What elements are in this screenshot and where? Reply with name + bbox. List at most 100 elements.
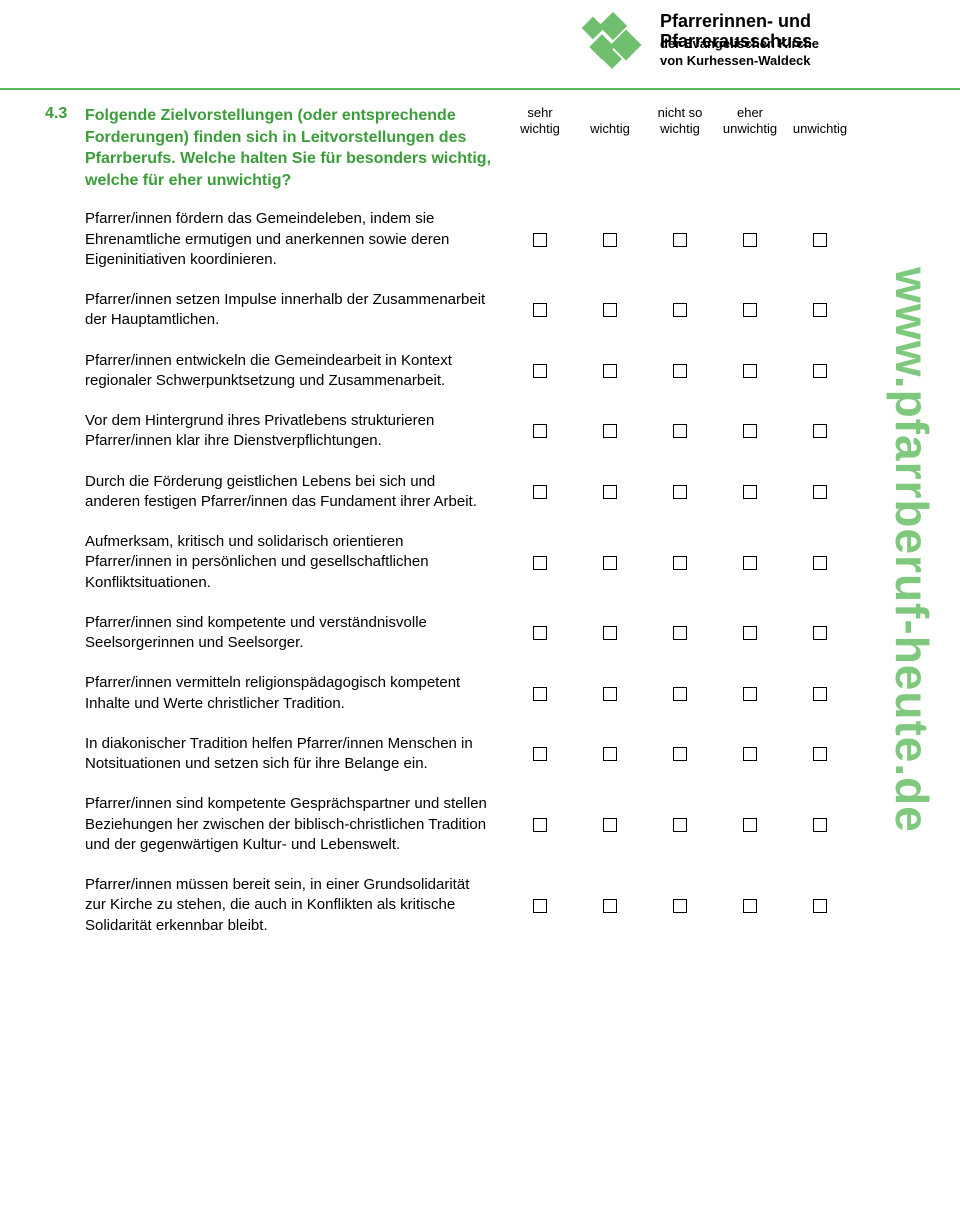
checkbox-cell <box>575 687 645 701</box>
col-header-4: unwichtig <box>785 105 855 136</box>
checkbox[interactable] <box>813 556 827 570</box>
checkbox[interactable] <box>813 364 827 378</box>
survey-item-text: Pfarrer/innen sind kompetente Gesprächsp… <box>85 794 505 855</box>
checkbox-group <box>505 747 855 761</box>
checkbox-cell <box>785 687 855 701</box>
col-header-0: sehr wichtig <box>505 105 575 136</box>
survey-item-row: Pfarrer/innen fördern das Gemeindeleben,… <box>45 209 855 270</box>
checkbox-cell <box>645 818 715 832</box>
checkbox[interactable] <box>533 424 547 438</box>
checkbox[interactable] <box>743 485 757 499</box>
checkbox[interactable] <box>603 303 617 317</box>
checkbox[interactable] <box>743 687 757 701</box>
checkbox[interactable] <box>743 556 757 570</box>
checkbox[interactable] <box>603 364 617 378</box>
checkbox[interactable] <box>673 424 687 438</box>
checkbox[interactable] <box>603 747 617 761</box>
checkbox[interactable] <box>743 626 757 640</box>
checkbox[interactable] <box>813 485 827 499</box>
checkbox[interactable] <box>673 818 687 832</box>
checkbox[interactable] <box>673 556 687 570</box>
checkbox[interactable] <box>533 626 547 640</box>
checkbox[interactable] <box>743 303 757 317</box>
checkbox[interactable] <box>603 556 617 570</box>
checkbox-cell <box>785 485 855 499</box>
checkbox[interactable] <box>603 687 617 701</box>
checkbox[interactable] <box>673 233 687 247</box>
checkbox[interactable] <box>673 485 687 499</box>
checkbox[interactable] <box>603 233 617 247</box>
checkbox[interactable] <box>673 364 687 378</box>
checkbox[interactable] <box>813 747 827 761</box>
survey-item-text: Aufmerksam, kritisch und solidarisch ori… <box>85 532 505 593</box>
checkbox[interactable] <box>743 233 757 247</box>
checkbox[interactable] <box>673 626 687 640</box>
checkbox[interactable] <box>603 424 617 438</box>
checkbox[interactable] <box>603 485 617 499</box>
checkbox-cell <box>645 233 715 247</box>
survey-item-text: Pfarrer/innen fördern das Gemeindeleben,… <box>85 209 505 270</box>
checkbox[interactable] <box>533 364 547 378</box>
checkbox[interactable] <box>743 747 757 761</box>
checkbox-group <box>505 818 855 832</box>
checkbox[interactable] <box>533 485 547 499</box>
checkbox-cell <box>715 818 785 832</box>
checkbox[interactable] <box>673 303 687 317</box>
survey-item-text: In diakonischer Tradition helfen Pfarrer… <box>85 734 505 775</box>
checkbox-cell <box>785 303 855 317</box>
checkbox[interactable] <box>743 424 757 438</box>
checkbox-cell <box>575 556 645 570</box>
survey-item-text: Pfarrer/innen vermitteln religionspädago… <box>85 673 505 714</box>
checkbox-cell <box>645 485 715 499</box>
checkbox-cell <box>505 687 575 701</box>
checkbox-cell <box>645 424 715 438</box>
checkbox-cell <box>715 233 785 247</box>
checkbox[interactable] <box>533 899 547 913</box>
checkbox-group <box>505 556 855 570</box>
survey-item-text: Pfarrer/innen setzen Impulse innerhalb d… <box>85 290 505 331</box>
question-text: Folgende Zielvorstellungen (oder entspre… <box>85 105 505 191</box>
page-header: Pfarrerinnen- und Pfarrerausschuss der E… <box>0 0 960 90</box>
checkbox-cell <box>575 747 645 761</box>
checkbox[interactable] <box>533 687 547 701</box>
checkbox[interactable] <box>743 818 757 832</box>
checkbox-cell <box>505 424 575 438</box>
checkbox-cell <box>645 747 715 761</box>
checkbox[interactable] <box>533 303 547 317</box>
checkbox[interactable] <box>813 303 827 317</box>
checkbox[interactable] <box>603 626 617 640</box>
survey-item-row: Pfarrer/innen sind kompetente Gesprächsp… <box>45 794 855 855</box>
checkbox[interactable] <box>533 233 547 247</box>
checkbox[interactable] <box>813 899 827 913</box>
checkbox[interactable] <box>813 424 827 438</box>
checkbox[interactable] <box>533 556 547 570</box>
checkbox-cell <box>505 364 575 378</box>
side-url-text: www.pfarrberuf-heute.de <box>885 267 939 833</box>
checkbox[interactable] <box>673 747 687 761</box>
checkbox-cell <box>505 233 575 247</box>
checkbox[interactable] <box>743 899 757 913</box>
checkbox[interactable] <box>673 687 687 701</box>
checkbox-group <box>505 233 855 247</box>
question-header-row: 4.3 Folgende Zielvorstellungen (oder ent… <box>45 105 855 191</box>
checkbox[interactable] <box>533 747 547 761</box>
checkbox[interactable] <box>603 818 617 832</box>
checkbox[interactable] <box>813 233 827 247</box>
checkbox-cell <box>645 626 715 640</box>
checkbox[interactable] <box>813 687 827 701</box>
checkbox[interactable] <box>813 626 827 640</box>
checkbox[interactable] <box>533 818 547 832</box>
checkbox[interactable] <box>743 364 757 378</box>
survey-content: 4.3 Folgende Zielvorstellungen (oder ent… <box>45 105 855 956</box>
checkbox-group <box>505 364 855 378</box>
checkbox-cell <box>645 687 715 701</box>
checkbox[interactable] <box>603 899 617 913</box>
survey-item-row: Vor dem Hintergrund ihres Privatlebens s… <box>45 411 855 452</box>
survey-item-text: Vor dem Hintergrund ihres Privatlebens s… <box>85 411 505 452</box>
checkbox[interactable] <box>813 818 827 832</box>
checkbox[interactable] <box>673 899 687 913</box>
checkbox-group <box>505 424 855 438</box>
checkbox-cell <box>785 424 855 438</box>
checkbox-cell <box>505 626 575 640</box>
checkbox-cell <box>715 626 785 640</box>
